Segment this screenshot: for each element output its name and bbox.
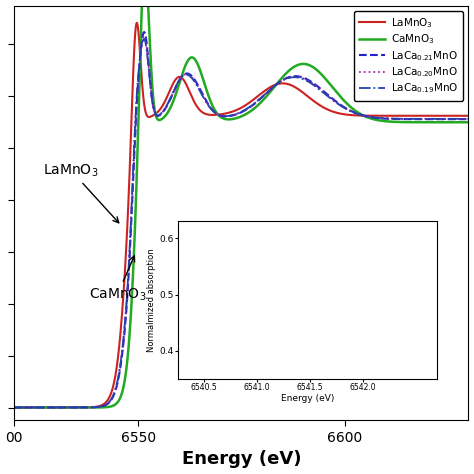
- Text: CaMnO$_3$: CaMnO$_3$: [89, 256, 146, 303]
- X-axis label: Energy (eV): Energy (eV): [182, 450, 301, 468]
- Text: LaMnO$_3$: LaMnO$_3$: [43, 162, 118, 223]
- Legend: LaMnO$_3$, CaMnO$_3$, LaCa$_{0.21}$MnO, LaCa$_{0.20}$MnO, LaCa$_{0.19}$MnO: LaMnO$_3$, CaMnO$_3$, LaCa$_{0.21}$MnO, …: [354, 11, 463, 100]
